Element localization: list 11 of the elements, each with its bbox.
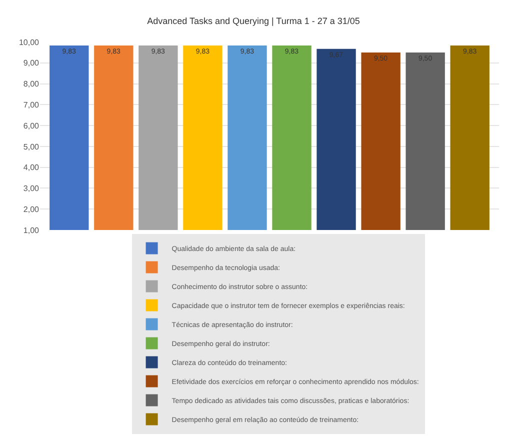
y-tick-label: 9,00 <box>23 58 40 68</box>
y-tick-label: 5,00 <box>23 142 40 152</box>
y-tick-label: 3,00 <box>23 184 40 194</box>
y-tick-label: 6,00 <box>23 121 40 130</box>
y-tick-label: 8,00 <box>23 80 40 89</box>
chart-title: Advanced Tasks and Querying | Turma 1 - 27 a 31/05 <box>147 16 360 26</box>
y-tick-label: 10,00 <box>18 38 40 47</box>
y-tick-label: 1,00 <box>23 226 40 235</box>
y-tick-label: 7,00 <box>23 100 40 110</box>
y-tick-label: 4,00 <box>23 163 40 172</box>
y-tick-label: 2,00 <box>23 204 40 214</box>
